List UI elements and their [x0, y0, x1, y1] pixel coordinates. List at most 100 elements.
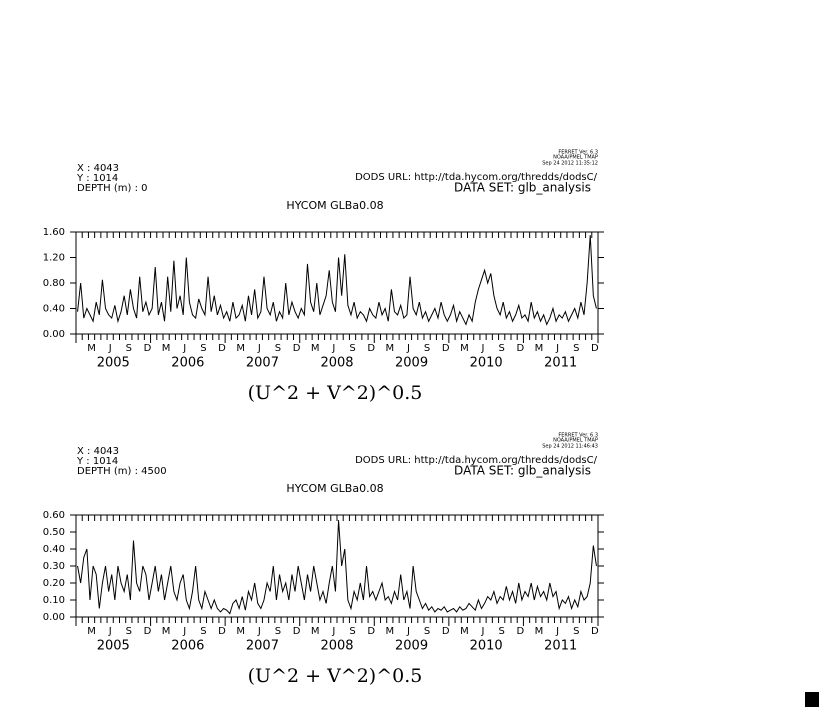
ferret-version: FERRET Ver. 6.3 — [558, 433, 598, 439]
chart-title: HYCOM GLBa0.08 — [286, 482, 383, 495]
month-label: S — [200, 626, 206, 637]
y-tick-label: 0.60 — [43, 510, 65, 521]
month-label: S — [275, 626, 281, 637]
month-label: J — [108, 343, 112, 354]
timestamp: Sep 24 2012 11:35:12 — [542, 161, 598, 167]
dods-url: DODS URL: http://tda.hycom.org/thredds/d… — [355, 172, 598, 183]
y-tick-label: 0.10 — [43, 595, 65, 606]
lab: NOAA/PMEL TMAP — [553, 438, 598, 444]
month-label: M — [535, 626, 544, 637]
year-label: 2006 — [171, 639, 204, 654]
month-label: D — [367, 343, 375, 354]
month-label: J — [331, 343, 335, 354]
year-label: 2011 — [544, 356, 577, 371]
month-label: D — [516, 343, 524, 354]
month-label: D — [442, 626, 450, 637]
month-label: M — [535, 343, 544, 354]
depth-info: DEPTH (m) : 4500 — [77, 466, 167, 477]
month-label: M — [460, 626, 469, 637]
year-label: 2007 — [246, 356, 279, 371]
year-label: 2009 — [395, 639, 428, 654]
month-label: S — [573, 343, 579, 354]
y-tick-label: 0.20 — [43, 578, 65, 589]
data-line — [77, 235, 597, 326]
y-tick-label: 0.00 — [43, 329, 65, 340]
data-set: DATA SET: glb_analysis — [454, 181, 591, 195]
year-label: 2006 — [171, 356, 204, 371]
y-tick-label: 1.20 — [43, 253, 65, 264]
year-label: 2009 — [395, 356, 428, 371]
month-label: S — [573, 626, 579, 637]
month-label: D — [293, 626, 301, 637]
month-label: J — [182, 626, 186, 637]
year-label: 2005 — [97, 639, 130, 654]
month-label: M — [162, 343, 171, 354]
month-label: M — [386, 626, 395, 637]
month-label: S — [498, 343, 504, 354]
month-label: J — [331, 626, 335, 637]
month-label: D — [367, 626, 375, 637]
month-label: D — [293, 343, 301, 354]
y-tick-label: 0.40 — [43, 304, 65, 315]
x-info: X : 4043 — [77, 163, 119, 174]
month-label: D — [516, 626, 524, 637]
y-tick-label: 0.50 — [43, 527, 65, 538]
month-label: S — [424, 343, 430, 354]
month-label: M — [87, 626, 96, 637]
month-label: M — [236, 343, 245, 354]
year-label: 2007 — [246, 639, 279, 654]
year-label: 2005 — [97, 356, 130, 371]
depth-info: DEPTH (m) : 0 — [77, 183, 148, 194]
y-tick-label: 0.30 — [43, 561, 65, 572]
month-label: S — [126, 343, 132, 354]
month-label: D — [442, 343, 450, 354]
month-label: M — [236, 626, 245, 637]
month-label: D — [218, 343, 226, 354]
month-label: M — [162, 626, 171, 637]
month-label: S — [349, 626, 355, 637]
month-label: J — [182, 343, 186, 354]
axis-label: (U^2 + V^2)^0.5 — [248, 665, 423, 687]
month-label: J — [555, 343, 559, 354]
month-label: M — [311, 626, 320, 637]
year-label: 2008 — [320, 639, 353, 654]
ferret-version: FERRET Ver. 6.3 — [558, 150, 598, 156]
year-label: 2011 — [544, 639, 577, 654]
y-info: Y : 1014 — [76, 456, 118, 467]
timestamp: Sep 24 2012 11:46:43 — [542, 444, 598, 450]
year-label: 2010 — [470, 639, 503, 654]
data-set: DATA SET: glb_analysis — [454, 464, 591, 478]
month-label: M — [87, 343, 96, 354]
month-label: S — [126, 626, 132, 637]
month-label: J — [108, 626, 112, 637]
month-label: S — [275, 343, 281, 354]
chart-title: HYCOM GLBa0.08 — [286, 199, 383, 212]
month-label: D — [591, 343, 599, 354]
year-label: 2008 — [320, 356, 353, 371]
month-label: J — [555, 626, 559, 637]
y-tick-label: 0.40 — [43, 544, 65, 555]
month-label: S — [349, 343, 355, 354]
month-label: S — [200, 343, 206, 354]
month-label: D — [144, 626, 152, 637]
y-tick-label: 0.80 — [43, 278, 65, 289]
month-label: M — [386, 343, 395, 354]
month-label: J — [257, 626, 261, 637]
axis-label: (U^2 + V^2)^0.5 — [248, 382, 423, 404]
year-label: 2010 — [470, 356, 503, 371]
month-label: S — [424, 626, 430, 637]
month-label: M — [311, 343, 320, 354]
dods-url: DODS URL: http://tda.hycom.org/thredds/d… — [355, 455, 598, 466]
month-label: D — [591, 626, 599, 637]
corner-square — [805, 692, 819, 707]
month-label: D — [218, 626, 226, 637]
month-label: J — [406, 343, 410, 354]
month-label: S — [498, 626, 504, 637]
y-tick-label: 1.60 — [43, 227, 65, 238]
month-label: D — [144, 343, 152, 354]
month-label: J — [406, 626, 410, 637]
month-label: M — [460, 343, 469, 354]
x-info: X : 4043 — [77, 446, 119, 457]
